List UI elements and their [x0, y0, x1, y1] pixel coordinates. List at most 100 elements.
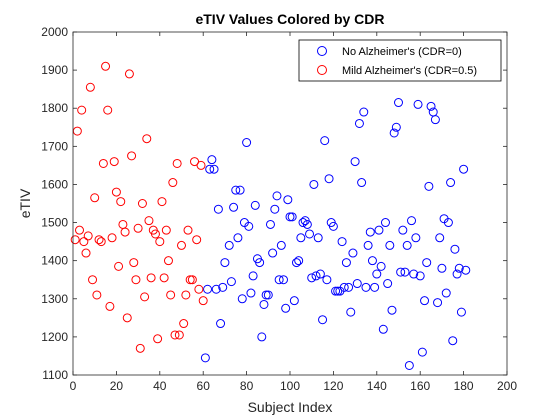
data-point-no-alzheimers-54 — [320, 136, 330, 146]
data-point-no-alzheimers-1 — [203, 284, 213, 294]
data-point-no-alzheimers-22 — [250, 200, 260, 210]
data-point-mild-alzheimers-7 — [85, 82, 95, 92]
data-point-no-alzheimers-31 — [270, 204, 280, 214]
data-point-no-alzheimers-119 — [461, 265, 471, 275]
data-point-mild-alzheimers-56 — [192, 235, 202, 245]
data-point-no-alzheimers-86 — [389, 128, 399, 138]
y-tick-label-1800: 1800 — [41, 101, 68, 115]
data-point-no-alzheimers-26 — [259, 299, 269, 309]
y-tick-label-1200: 1200 — [41, 330, 68, 344]
data-point-no-alzheimers-50 — [311, 271, 321, 281]
data-point-no-alzheimers-56 — [324, 174, 334, 184]
data-point-no-alzheimers-33 — [274, 275, 284, 285]
data-point-no-alzheimers-55 — [322, 275, 332, 285]
data-point-no-alzheimers-11 — [226, 277, 236, 287]
data-point-mild-alzheimers-47 — [172, 158, 182, 168]
data-point-mild-alzheimers-57 — [194, 284, 204, 294]
data-point-no-alzheimers-16 — [237, 294, 247, 304]
x-tick-label-160: 160 — [410, 379, 430, 393]
x-tick-label-100: 100 — [280, 379, 300, 393]
data-point-mild-alzheimers-11 — [94, 235, 104, 245]
chart-title: eTIV Values Colored by CDR — [195, 11, 384, 27]
data-point-no-alzheimers-4 — [209, 164, 219, 174]
data-point-mild-alzheimers-54 — [187, 275, 197, 285]
data-point-mild-alzheimers-38 — [153, 334, 163, 344]
data-point-no-alzheimers-101 — [422, 258, 432, 268]
data-point-mild-alzheimers-8 — [88, 275, 98, 285]
data-point-mild-alzheimers-51 — [181, 290, 191, 300]
data-point-no-alzheimers-51 — [313, 233, 323, 243]
x-tick-label-120: 120 — [323, 379, 343, 393]
y-tick-label-1100: 1100 — [42, 368, 68, 382]
data-point-no-alzheimers-117 — [456, 307, 466, 317]
data-point-no-alzheimers-84 — [385, 240, 395, 250]
data-point-no-alzheimers-78 — [372, 269, 382, 279]
data-point-mild-alzheimers-31 — [137, 199, 147, 208]
data-point-mild-alzheimers-35 — [146, 273, 156, 283]
data-point-no-alzheimers-59 — [331, 286, 341, 296]
y-tick-label-1300: 1300 — [41, 292, 68, 306]
data-point-mild-alzheimers-20 — [114, 261, 124, 271]
data-point-no-alzheimers-13 — [231, 185, 241, 195]
data-point-no-alzheimers-58 — [328, 221, 338, 231]
legend-marker-mild-alzheimers — [317, 65, 327, 75]
data-point-no-alzheimers-7 — [216, 319, 226, 329]
data-point-no-alzheimers-76 — [367, 256, 377, 266]
data-point-no-alzheimers-42 — [294, 256, 304, 266]
data-point-mild-alzheimers-23 — [120, 227, 130, 237]
x-tick-label-200: 200 — [497, 379, 517, 393]
y-axis-label: eTIV — [17, 188, 33, 218]
data-point-mild-alzheimers-32 — [140, 292, 150, 302]
data-point-mild-alzheimers-4 — [79, 237, 89, 247]
data-point-no-alzheimers-0 — [200, 353, 210, 363]
data-point-no-alzheimers-107 — [435, 233, 445, 243]
data-point-no-alzheimers-39 — [287, 212, 297, 222]
data-point-mild-alzheimers-29 — [133, 223, 143, 233]
data-point-no-alzheimers-92 — [402, 240, 412, 250]
data-point-mild-alzheimers-14 — [101, 61, 111, 71]
data-point-no-alzheimers-30 — [268, 248, 278, 258]
data-point-mild-alzheimers-3 — [77, 105, 87, 115]
data-point-no-alzheimers-87 — [391, 122, 401, 132]
data-point-no-alzheimers-66 — [346, 307, 356, 317]
data-point-no-alzheimers-91 — [400, 267, 410, 277]
data-point-no-alzheimers-73 — [361, 282, 371, 292]
data-point-no-alzheimers-98 — [415, 271, 425, 281]
data-point-no-alzheimers-118 — [459, 164, 469, 174]
data-point-no-alzheimers-38 — [285, 212, 295, 222]
y-tick-label-1500: 1500 — [41, 216, 68, 230]
data-point-no-alzheimers-43 — [296, 233, 306, 243]
data-point-mild-alzheimers-0 — [70, 235, 80, 245]
y-tick-label-1600: 1600 — [41, 177, 68, 191]
data-point-mild-alzheimers-39 — [155, 237, 165, 247]
data-point-no-alzheimers-36 — [281, 303, 291, 313]
data-point-no-alzheimers-62 — [337, 237, 347, 247]
data-point-no-alzheimers-99 — [417, 347, 427, 357]
data-point-no-alzheimers-85 — [387, 305, 397, 315]
data-point-no-alzheimers-112 — [446, 178, 456, 188]
data-point-mild-alzheimers-55 — [190, 157, 200, 167]
data-point-no-alzheimers-93 — [404, 360, 414, 370]
data-point-no-alzheimers-27 — [261, 290, 271, 300]
data-point-mild-alzheimers-37 — [150, 229, 160, 239]
data-point-no-alzheimers-96 — [411, 233, 421, 243]
data-point-no-alzheimers-6 — [213, 204, 223, 214]
data-point-mild-alzheimers-13 — [98, 158, 108, 168]
data-point-no-alzheimers-28 — [263, 290, 273, 300]
data-point-mild-alzheimers-45 — [168, 178, 178, 188]
data-point-no-alzheimers-44 — [298, 218, 308, 228]
x-axis-label: Subject Index — [248, 399, 333, 415]
data-point-no-alzheimers-29 — [265, 219, 275, 229]
data-point-mild-alzheimers-10 — [92, 290, 102, 300]
data-point-no-alzheimers-24 — [255, 258, 265, 268]
data-point-no-alzheimers-5 — [211, 284, 221, 294]
x-tick-label-180: 180 — [454, 379, 474, 393]
data-point-no-alzheimers-90 — [398, 225, 408, 235]
data-point-no-alzheimers-89 — [396, 267, 406, 277]
data-point-no-alzheimers-52 — [315, 269, 325, 279]
data-point-mild-alzheimers-9 — [90, 193, 100, 203]
data-point-no-alzheimers-77 — [370, 282, 380, 292]
y-tick-label-2000: 2000 — [41, 25, 68, 39]
